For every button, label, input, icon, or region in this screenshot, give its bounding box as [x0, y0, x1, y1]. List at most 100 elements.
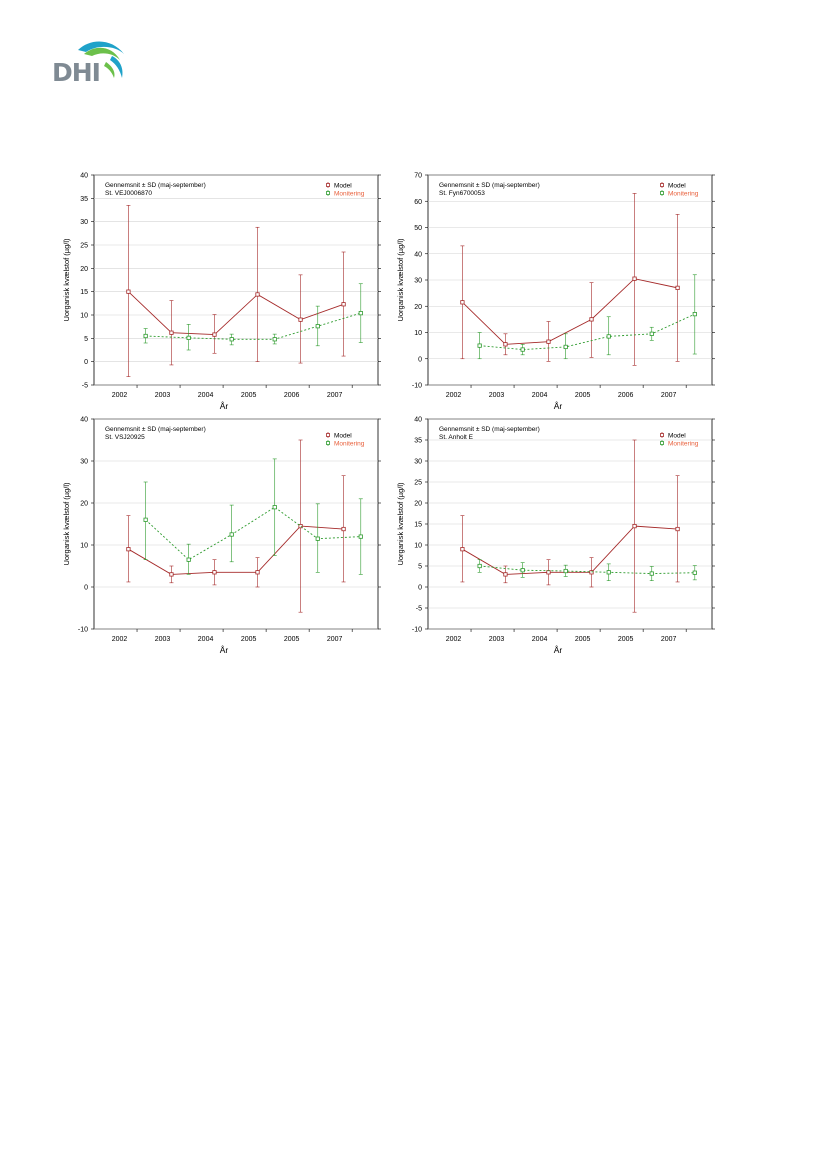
y-tick-label: 25 — [414, 480, 422, 487]
model-data-point — [675, 285, 680, 290]
plot-area — [93, 418, 379, 630]
monitering-data-point — [649, 331, 654, 336]
model-data-point — [632, 524, 637, 529]
y-axis-label: Uorganisk kvælstof (µg/l) — [62, 238, 71, 322]
model-data-point — [169, 330, 174, 335]
monitering-data-point — [563, 344, 568, 350]
chart-vej0006870: -5 0 5 10 15 20 25 30 35 40 2002 2003 2004 2005 2006 20… — [62, 173, 381, 410]
y-tick-label: -5 — [416, 606, 422, 613]
y-tick-label: 0 — [84, 585, 88, 592]
x-tick-label: 2007 — [661, 636, 677, 643]
y-tick-label: 0 — [418, 356, 422, 363]
y-tick-label: 10 — [80, 313, 88, 320]
legend-label-monitering: Monitering — [668, 191, 699, 198]
y-tick-label: -10 — [78, 627, 88, 634]
y-tick-label: 40 — [80, 173, 88, 180]
y-tick-label: 40 — [414, 417, 422, 424]
legend-marker — [326, 191, 330, 195]
legend-marker — [326, 433, 330, 437]
x-axis-label: År — [554, 645, 563, 654]
y-tick-label: 0 — [84, 359, 88, 366]
x-axis-label: År — [220, 401, 229, 410]
y-tick-label: 20 — [80, 266, 88, 273]
monitering-data-point — [649, 571, 654, 576]
legend-label-model: Model — [668, 433, 686, 440]
monitering-data-point — [563, 568, 568, 574]
model-data-point — [212, 570, 217, 575]
x-tick-label: 2007 — [327, 392, 343, 399]
model-data-point — [460, 547, 465, 552]
x-tick-label: 2002 — [446, 392, 462, 399]
y-axis-label: Uorganisk kvælstof (µg/l) — [62, 482, 71, 566]
legend-label-monitering: Monitering — [668, 441, 699, 448]
y-tick-label: 35 — [414, 438, 422, 445]
monitering-data-point — [477, 343, 482, 348]
legend-marker — [660, 441, 664, 445]
monitering-data-point — [692, 570, 697, 575]
monitering-data-point — [358, 534, 363, 539]
legend-marker — [660, 183, 664, 187]
x-axis-label: År — [554, 401, 563, 410]
model-data-point — [255, 570, 260, 575]
legend-label-model: Model — [668, 183, 686, 190]
y-axis-label: Uorganisk kvælstof (µg/l) — [396, 482, 405, 566]
x-tick-label: 2005 — [241, 392, 257, 399]
monitering-data-point — [315, 324, 320, 329]
x-tick-label: 2005 — [241, 636, 257, 643]
model-data-point — [298, 317, 303, 322]
model-data-point — [632, 276, 637, 281]
x-tick-label: 2002 — [446, 636, 462, 643]
x-tick-label: 2003 — [155, 392, 171, 399]
y-tick-label: 35 — [80, 196, 88, 203]
y-tick-label: 5 — [84, 336, 88, 343]
monitering-data-point — [606, 570, 611, 575]
y-tick-label: 60 — [414, 199, 422, 206]
model-series-line — [128, 291, 344, 336]
model-data-point — [169, 572, 174, 577]
monitering-data-point — [143, 333, 148, 339]
x-tick-label: 2004 — [198, 392, 214, 399]
x-tick-label: 2005 — [284, 636, 300, 643]
y-tick-label: -5 — [82, 383, 88, 390]
model-data-point — [503, 572, 508, 577]
monitering-data-point — [315, 536, 320, 541]
y-tick-label: 40 — [80, 417, 88, 424]
monitering-data-point — [692, 312, 697, 317]
annotation-line-2: St. Anholt E — [439, 434, 474, 441]
y-tick-label: 20 — [414, 304, 422, 311]
x-tick-label: 2003 — [489, 636, 505, 643]
x-tick-label: 2007 — [661, 392, 677, 399]
model-data-point — [460, 300, 465, 305]
legend-marker — [326, 183, 330, 187]
x-tick-label: 2002 — [112, 392, 128, 399]
y-tick-label: 25 — [80, 243, 88, 250]
legend-label-model: Model — [334, 183, 352, 190]
model-data-point — [503, 342, 508, 347]
x-tick-label: 2002 — [112, 636, 128, 643]
y-tick-label: 15 — [80, 289, 88, 296]
y-tick-label: 20 — [414, 501, 422, 508]
monitering-data-point — [606, 334, 611, 339]
annotation-line-1: Gennemsnit ± SD (maj-september) — [105, 426, 206, 433]
model-data-point — [589, 317, 594, 322]
model-data-point — [126, 547, 131, 552]
model-series-line — [128, 525, 344, 575]
model-data-point — [126, 289, 131, 294]
dhi-logo — [50, 36, 130, 82]
legend-label-monitering: Monitering — [334, 441, 365, 448]
model-data-point — [298, 524, 303, 529]
y-tick-label: 0 — [418, 585, 422, 592]
dhi-logo-text: DHI — [52, 58, 101, 87]
monitering-data-point — [186, 335, 191, 340]
annotation-line-2: St. VEJ0006870 — [105, 190, 152, 197]
annotation-line-2: St. VSJ20925 — [105, 434, 145, 441]
chart-vsj20925: -10 0 10 20 30 40 2002 2003 2004 2005 2005 2007 År Uo… — [62, 417, 381, 654]
x-tick-label: 2006 — [618, 392, 634, 399]
y-tick-label: 30 — [414, 278, 422, 285]
y-tick-label: 10 — [414, 543, 422, 550]
x-tick-label: 2004 — [532, 392, 548, 399]
monitering-series-line — [145, 506, 361, 561]
annotation-line-2: St. Fyn6700053 — [439, 190, 485, 197]
x-tick-label: 2007 — [327, 636, 343, 643]
monitering-series-line — [145, 312, 361, 340]
